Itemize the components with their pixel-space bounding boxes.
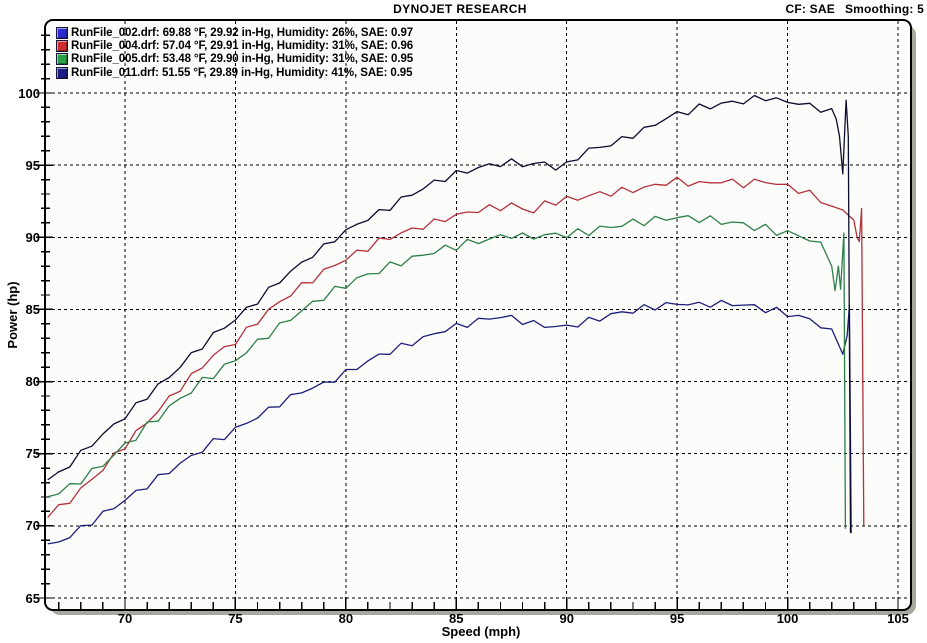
y-tick-label-85: 85 [25, 301, 40, 317]
legend-row-RunFile_011.drf: RunFile_011.drf: 51.55 °F, 29.89 in-Hg, … [56, 66, 413, 79]
x-tick-label-105: 105 [887, 611, 909, 626]
run-legend: RunFile_002.drf: 69.88 °F, 29.92 in-Hg, … [56, 26, 413, 80]
plot-area [45, 20, 911, 610]
legend-run-label: RunFile_002.drf: 69.88 °F, 29.92 in-Hg, … [71, 26, 414, 39]
x-axis-title: Speed (mph) [441, 624, 521, 639]
plot-frame [44, 19, 912, 611]
y-tick-label-75: 75 [25, 446, 40, 462]
legend-run-label: RunFile_005.drf: 53.48 °F, 29.90 in-Hg, … [71, 53, 414, 66]
curve-RunFile_011.drf [47, 94, 852, 534]
x-tick-label-85: 85 [449, 611, 464, 626]
correction-settings: CF: SAE Smoothing: 5 [776, 2, 924, 16]
legend-color-swatch [56, 40, 68, 53]
x-tick-label-70: 70 [117, 611, 133, 626]
y-tick-label-100: 100 [18, 85, 40, 101]
gridlines [46, 21, 910, 609]
legend-run-label: RunFile_011.drf: 51.55 °F, 29.89 in-Hg, … [71, 66, 413, 79]
smoothing-label: Smoothing: 5 [844, 2, 924, 16]
y-tick-label-95: 95 [25, 157, 40, 173]
x-tick-label-95: 95 [669, 611, 685, 626]
x-tick-label-100: 100 [776, 611, 799, 626]
legend-row-RunFile_004.drf: RunFile_004.drf: 57.04 °F, 29.91 in-Hg, … [56, 39, 414, 53]
y-tick-label-90: 90 [25, 229, 40, 245]
y-tick-label-65: 65 [25, 590, 40, 606]
x-tick-label-75: 75 [228, 611, 243, 626]
x-tick-label-80: 80 [338, 611, 354, 626]
legend-color-swatch [56, 26, 68, 39]
legend-color-swatch [56, 66, 68, 79]
curve-RunFile_004.drf [47, 176, 865, 526]
curve-RunFile_002.drf [47, 299, 852, 545]
legend-run-label: RunFile_004.drf: 57.04 °F, 29.91 in-Hg, … [71, 40, 414, 53]
legend-row-RunFile_002.drf: RunFile_002.drf: 69.88 °F, 29.92 in-Hg, … [56, 26, 413, 39]
chart-title: DYNOJET RESEARCH [393, 2, 527, 16]
legend-color-swatch [56, 53, 68, 66]
y-tick-label-80: 80 [25, 374, 40, 390]
legend-row-RunFile_005.drf: RunFile_005.drf: 53.48 °F, 29.90 in-Hg, … [56, 53, 413, 66]
y-tick-label-70: 70 [25, 518, 40, 534]
correction-factor-label: CF: SAE [785, 2, 835, 16]
x-tick-label-90: 90 [559, 611, 574, 626]
curve-RunFile_005.drf [47, 215, 847, 529]
power-curves [47, 94, 865, 545]
